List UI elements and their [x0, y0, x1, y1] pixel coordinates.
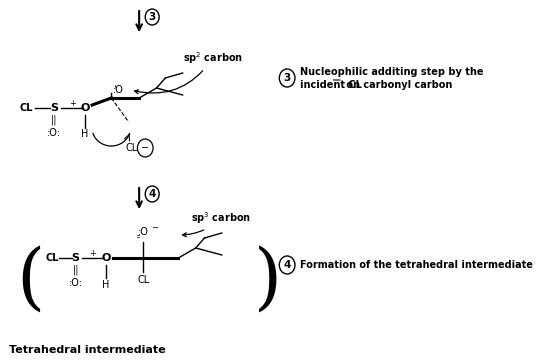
Text: :O: :O — [138, 227, 149, 237]
Text: O: O — [80, 103, 90, 113]
Text: Formation of the tetrahedral intermediate: Formation of the tetrahedral intermediat… — [300, 260, 533, 270]
Text: Nucleophilic additing step by the: Nucleophilic additing step by the — [300, 67, 484, 77]
Text: 3: 3 — [148, 12, 156, 22]
Text: ||: || — [73, 265, 79, 275]
Text: S: S — [50, 103, 58, 113]
Text: +: + — [89, 249, 96, 257]
Text: H: H — [81, 129, 89, 139]
Text: :O: :O — [113, 85, 124, 95]
Text: H: H — [102, 280, 110, 290]
Text: S: S — [71, 253, 80, 263]
Text: Tetrahedral intermediate: Tetrahedral intermediate — [9, 345, 165, 355]
Text: −: − — [141, 143, 149, 153]
Text: ): ) — [254, 245, 282, 315]
Text: sp$^2$ carbon: sp$^2$ carbon — [135, 50, 243, 94]
Text: 4: 4 — [284, 260, 291, 270]
Text: O: O — [101, 253, 111, 263]
Text: 4: 4 — [148, 189, 156, 199]
Text: −: − — [151, 223, 158, 233]
Text: CL: CL — [45, 253, 59, 263]
Text: ||: || — [50, 115, 57, 125]
Text: (: ( — [16, 245, 44, 315]
Text: +: + — [69, 99, 75, 107]
Text: incident CL: incident CL — [300, 80, 362, 90]
Text: CL: CL — [19, 103, 33, 113]
Text: 3: 3 — [284, 73, 291, 83]
Text: :O:: :O: — [47, 128, 61, 138]
Text: CL: CL — [137, 275, 150, 285]
Text: :O:: :O: — [69, 278, 83, 288]
Text: on carbonyl carbon: on carbonyl carbon — [343, 80, 452, 90]
Text: CL: CL — [125, 143, 137, 153]
Text: sp$^3$ carbon: sp$^3$ carbon — [182, 210, 252, 237]
